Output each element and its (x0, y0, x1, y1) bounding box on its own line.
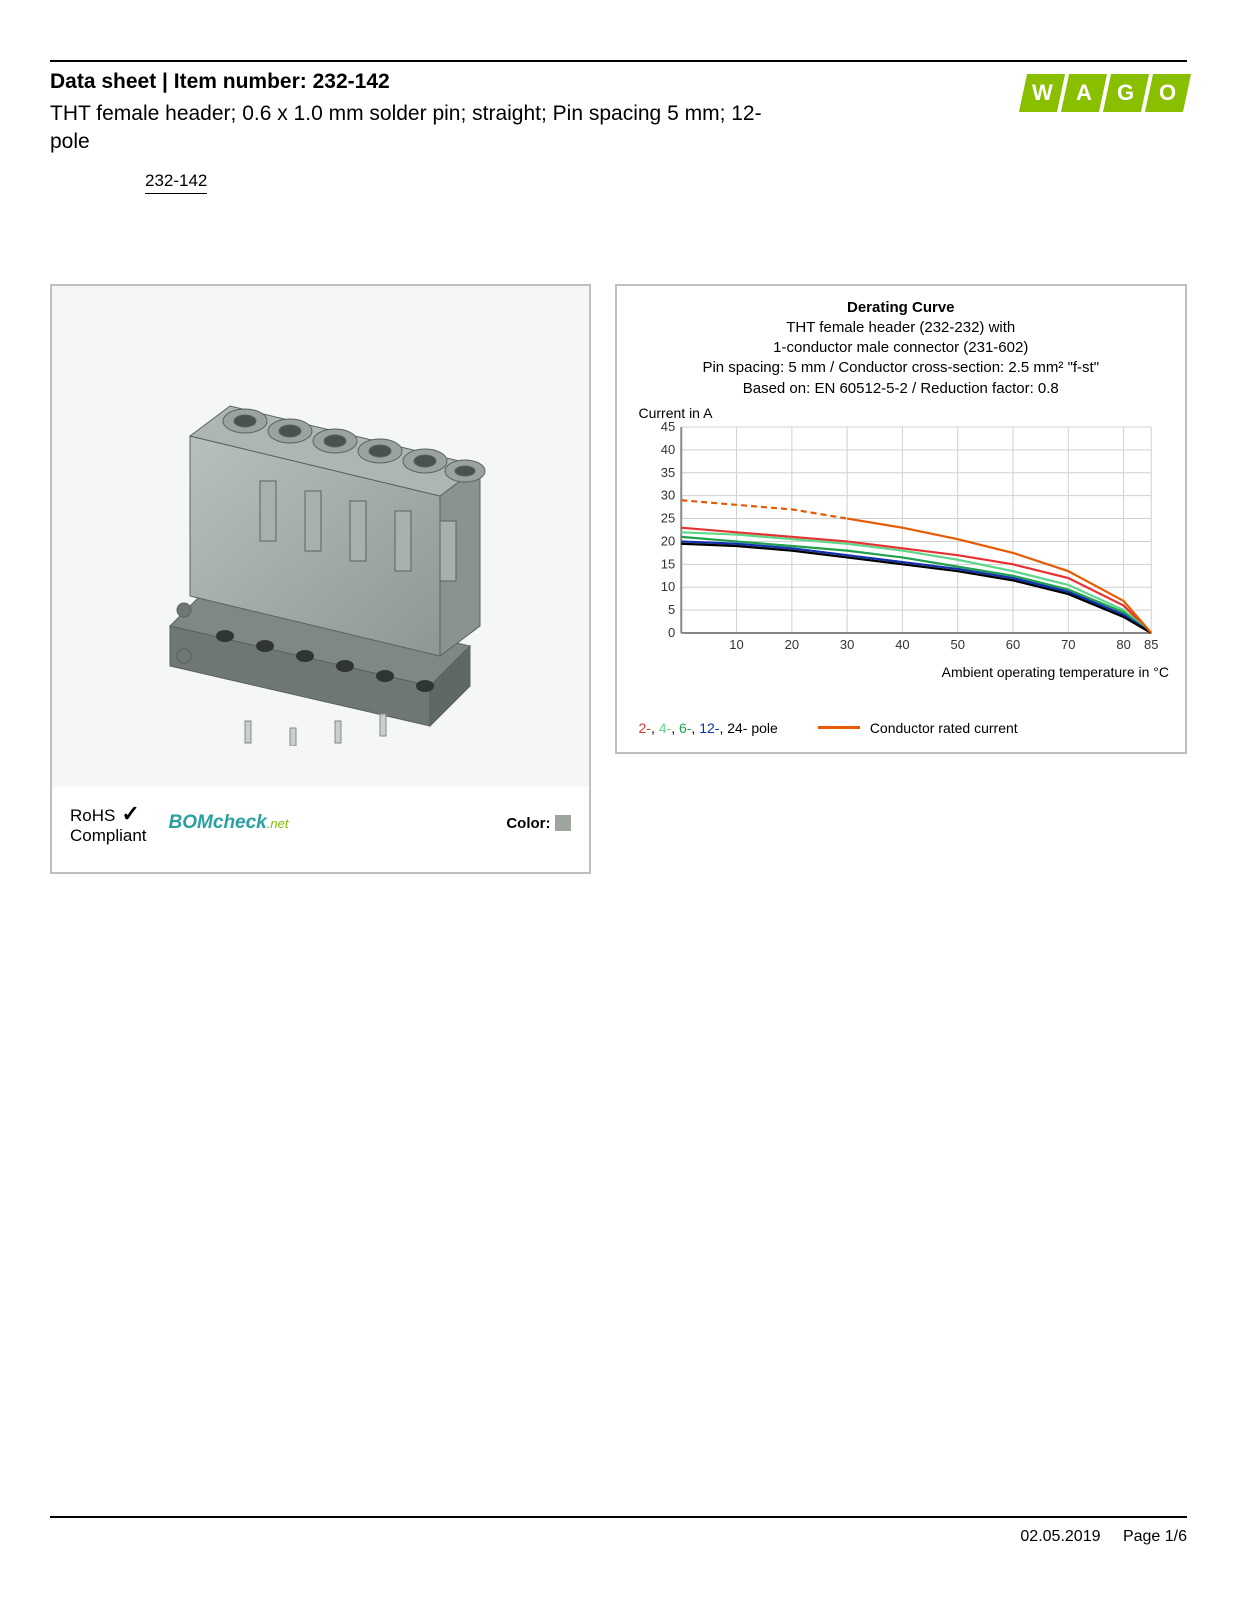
svg-text:40: 40 (895, 637, 909, 652)
chart-line2: 1-conductor male connector (231-602) (633, 338, 1170, 358)
title-item-number: 232-142 (313, 70, 390, 93)
svg-text:25: 25 (660, 510, 674, 525)
chart-title: Derating Curve (633, 298, 1170, 318)
svg-text:50: 50 (950, 637, 964, 652)
svg-text:10: 10 (660, 579, 674, 594)
chart-line4: Based on: EN 60512-5-2 / Reduction facto… (633, 379, 1170, 399)
header-title: Data sheet | Item number: 232-142 (50, 70, 770, 94)
color-indicator: Color: (506, 815, 570, 832)
svg-text:5: 5 (668, 602, 675, 617)
svg-text:60: 60 (1005, 637, 1019, 652)
svg-text:80: 80 (1116, 637, 1130, 652)
product-panel: RoHS ✓ Compliant BOMcheck.net Color: (50, 284, 591, 874)
footer-date: 02.05.2019 (1020, 1528, 1100, 1545)
chart-area: Current in A 0 5 10 15 20 25 30 35 40 45 10 20 30 40 5… (633, 405, 1170, 706)
legend-conductor-label: Conductor rated current (870, 720, 1018, 736)
footer-page: Page 1/6 (1123, 1528, 1187, 1545)
svg-text:45: 45 (660, 419, 674, 434)
svg-text:70: 70 (1061, 637, 1075, 652)
svg-text:30: 30 (839, 637, 853, 652)
badges-row: RoHS ✓ Compliant BOMcheck.net Color: (52, 787, 589, 872)
bomcheck-check: check (213, 812, 267, 833)
svg-text:30: 30 (660, 488, 674, 503)
svg-text:10: 10 (729, 637, 743, 652)
header-description: THT female header; 0.6 x 1.0 mm solder p… (50, 100, 770, 157)
svg-text:0: 0 (668, 625, 675, 640)
derating-chart: 0 5 10 15 20 25 30 35 40 45 10 20 30 40 50 60 70 80 85 (633, 405, 1170, 655)
bomcheck-bom: BOM (169, 812, 213, 833)
compliant-text: Compliant (70, 826, 147, 845)
wago-logo: W A G O (1023, 70, 1187, 112)
header-text-block: Data sheet | Item number: 232-142 THT fe… (50, 70, 770, 157)
color-swatch (555, 815, 571, 831)
bomcheck-badge: BOMcheck.net (169, 812, 289, 834)
x-axis-label: Ambient operating temperature in °C (633, 664, 1170, 680)
chart-line1: THT female header (232-232) with (633, 318, 1170, 338)
svg-text:85: 85 (1144, 637, 1158, 652)
item-number-standalone: 232-142 (145, 171, 207, 194)
chart-legend: 2-, 4-, 6-, 12-, 24- pole Conductor rate… (633, 720, 1170, 736)
product-image (52, 286, 589, 787)
page-footer: 02.05.2019 Page 1/6 (50, 1516, 1187, 1546)
color-label-text: Color: (506, 815, 550, 832)
page-header: Data sheet | Item number: 232-142 THT fe… (50, 60, 1187, 157)
chart-header: Derating Curve THT female header (232-23… (633, 298, 1170, 399)
svg-text:20: 20 (660, 533, 674, 548)
chart-line3: Pin spacing: 5 mm / Conductor cross-sect… (633, 358, 1170, 378)
legend-poles: 2-, 4-, 6-, 12-, 24- pole (639, 720, 778, 736)
svg-text:35: 35 (660, 465, 674, 480)
svg-text:40: 40 (660, 442, 674, 457)
svg-text:20: 20 (784, 637, 798, 652)
rohs-badge: RoHS ✓ Compliant (70, 801, 147, 846)
y-axis-label: Current in A (639, 405, 713, 421)
legend-conductor-line-icon (818, 726, 860, 729)
chart-panel: Derating Curve THT female header (232-23… (615, 284, 1188, 754)
title-prefix: Data sheet | Item number: (50, 70, 313, 93)
rohs-text: RoHS (70, 806, 115, 825)
svg-text:15: 15 (660, 556, 674, 571)
check-icon: ✓ (121, 801, 139, 826)
bomcheck-net: .net (267, 816, 289, 831)
